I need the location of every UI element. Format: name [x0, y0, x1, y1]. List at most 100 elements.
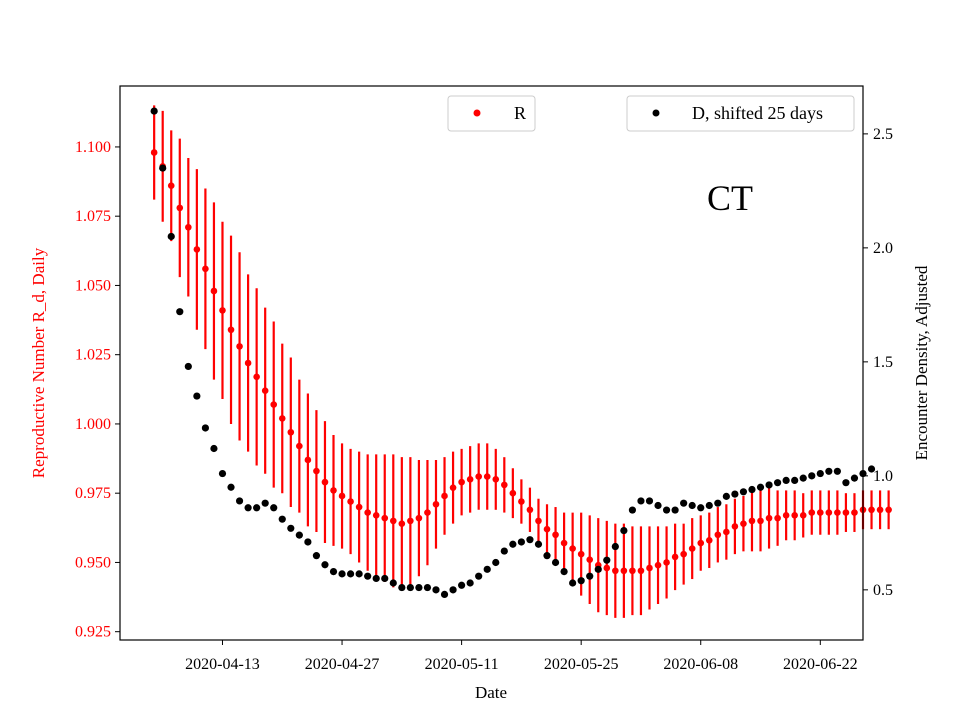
- d-point: [603, 556, 611, 564]
- d-point: [825, 467, 833, 475]
- r-point: [475, 473, 482, 480]
- d-point: [321, 561, 329, 569]
- d-point: [816, 469, 824, 478]
- annotation-label: CT: [707, 178, 753, 218]
- d-point: [423, 583, 432, 592]
- r-point: [842, 509, 850, 516]
- r-point: [483, 473, 491, 480]
- d-point: [517, 538, 525, 546]
- r-point: [458, 478, 465, 486]
- r-point: [569, 545, 576, 552]
- d-point: [628, 506, 637, 514]
- r-point: [535, 517, 542, 525]
- r-point: [612, 567, 619, 575]
- d-point: [782, 476, 790, 485]
- x-tick-label: 2020-04-13: [185, 656, 260, 673]
- d-point: [662, 506, 671, 514]
- r-point: [287, 428, 295, 436]
- d-point: [329, 568, 338, 576]
- d-point: [705, 501, 713, 510]
- r-point: [543, 525, 551, 533]
- legend-r-label: R: [514, 103, 526, 123]
- d-point: [304, 538, 312, 546]
- r-point: [518, 498, 525, 505]
- legend-d-marker: [652, 109, 660, 117]
- d-point: [534, 540, 543, 548]
- plot-frame: [119, 85, 864, 641]
- r-point: [816, 509, 824, 516]
- d-point: [483, 565, 491, 573]
- legend-d: D, shifted 25 days: [626, 95, 855, 132]
- legend-r-box: [447, 95, 536, 132]
- d-point: [355, 570, 363, 578]
- r-point: [714, 531, 722, 539]
- r-point: [261, 387, 269, 395]
- d-point: [466, 579, 474, 587]
- d-point: [645, 497, 654, 505]
- r-point: [501, 481, 508, 489]
- r-point: [671, 553, 679, 561]
- r-point: [825, 509, 833, 516]
- d-point: [799, 474, 807, 482]
- r-point: [407, 517, 414, 525]
- r-point: [705, 536, 713, 544]
- r-point: [313, 467, 320, 475]
- d-point: [201, 424, 210, 432]
- d-point: [381, 574, 389, 583]
- r-point: [723, 528, 730, 536]
- y-left-tick-label: 1.075: [75, 208, 111, 225]
- d-point: [176, 308, 184, 316]
- d-point: [372, 574, 380, 583]
- y-left-tick-label: 1.025: [75, 347, 111, 364]
- y-left-tick-label: 1.100: [75, 139, 111, 156]
- r-point: [868, 506, 875, 514]
- r-point: [799, 512, 807, 519]
- r-point: [424, 509, 431, 516]
- d-point: [791, 476, 799, 485]
- r-point: [338, 492, 346, 500]
- r-point: [253, 373, 260, 381]
- d-point: [346, 570, 355, 578]
- d-point: [338, 570, 346, 578]
- d-point: [637, 497, 645, 505]
- d-point: [671, 506, 679, 514]
- r-point: [347, 498, 354, 505]
- d-point: [270, 504, 278, 512]
- d-point: [440, 590, 449, 599]
- d-point: [432, 586, 440, 594]
- r-point: [381, 514, 389, 522]
- d-point: [808, 472, 816, 480]
- r-point: [808, 509, 816, 516]
- y-left-tick-label: 0.975: [75, 485, 111, 502]
- y-axis-left-label: Reproductive Number R_d, Daily: [29, 247, 48, 478]
- r-point: [509, 489, 517, 497]
- d-point: [620, 526, 628, 535]
- d-point: [731, 490, 739, 498]
- r-point: [167, 182, 175, 190]
- d-point: [244, 504, 252, 512]
- r-point: [398, 520, 406, 527]
- r-point: [885, 506, 892, 514]
- y-right-tick-label: 0.5: [873, 582, 893, 599]
- r-point: [415, 514, 423, 522]
- r-point: [304, 456, 312, 464]
- d-point: [398, 583, 406, 592]
- ticks-layer: 2020-04-13 2020-04-27 2020-05-11 2020-05-25…: [75, 126, 893, 673]
- r-point: [210, 287, 218, 295]
- r-point: [278, 415, 286, 422]
- d-point: [295, 531, 303, 539]
- r-point: [782, 512, 790, 519]
- r-point: [646, 564, 653, 572]
- r-point: [577, 550, 585, 558]
- d-point: [415, 583, 423, 592]
- r-point: [193, 246, 201, 253]
- d-point: [765, 481, 773, 489]
- d-point: [850, 474, 859, 482]
- d-point: [449, 586, 457, 594]
- d-point: [389, 579, 397, 587]
- d-point: [577, 577, 585, 585]
- r-point: [202, 265, 209, 273]
- d-point: [364, 572, 372, 580]
- y-left-tick-label: 1.050: [75, 277, 111, 294]
- d-point: [680, 499, 688, 507]
